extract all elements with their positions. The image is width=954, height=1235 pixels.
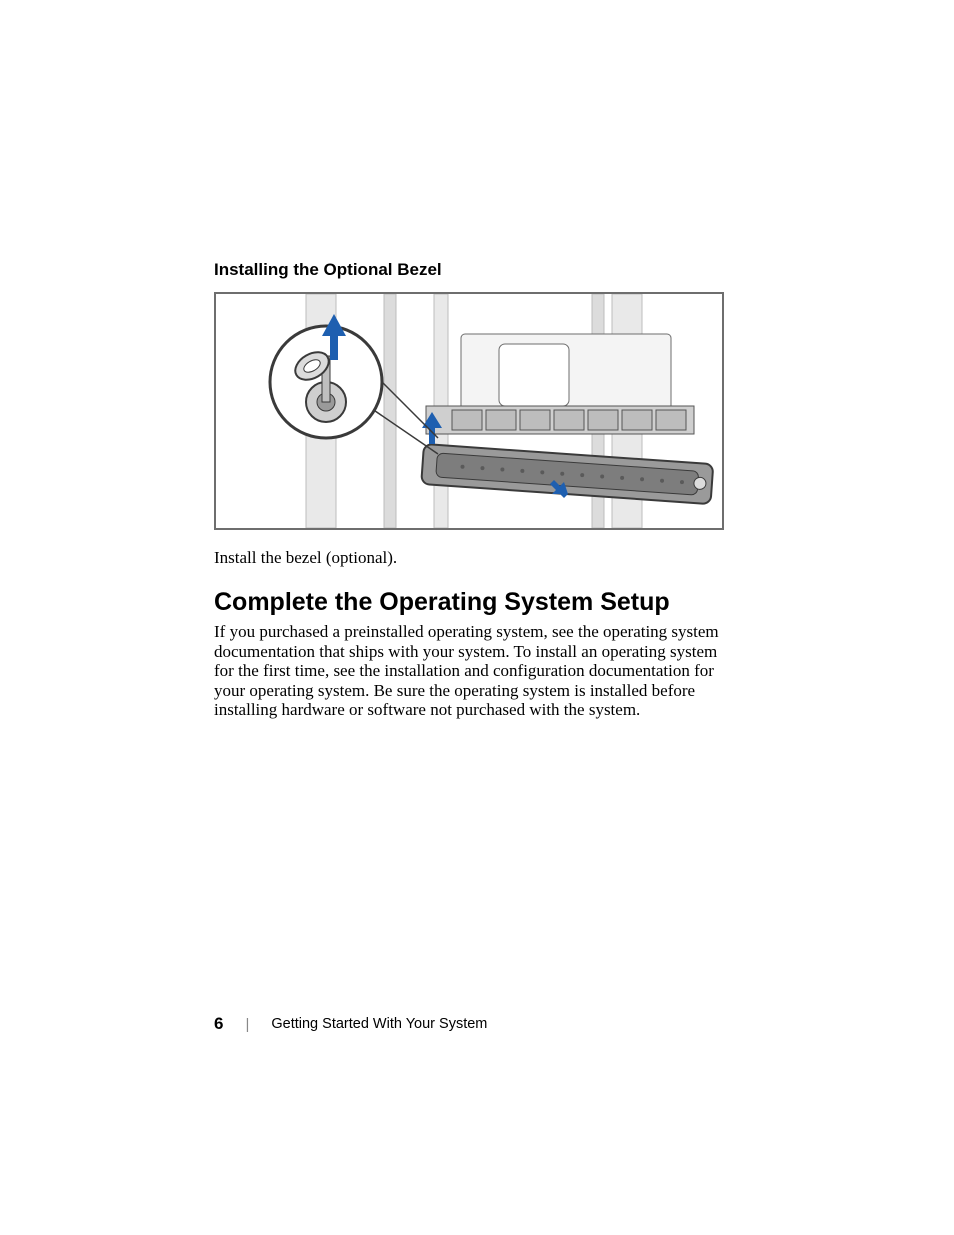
document-page: Installing the Optional Bezel: [0, 0, 954, 1235]
footer-separator: |: [245, 1016, 249, 1033]
bezel-diagram-svg: [216, 294, 722, 528]
footer-title: Getting Started With Your System: [271, 1016, 487, 1032]
page-footer: 6 | Getting Started With Your System: [214, 1014, 487, 1034]
section-heading: Complete the Operating System Setup: [214, 588, 670, 617]
bezel-figure: [214, 292, 724, 530]
section-subheading: Installing the Optional Bezel: [214, 260, 442, 280]
page-number: 6: [214, 1014, 223, 1034]
section-body-text: If you purchased a preinstalled operatin…: [214, 622, 734, 720]
figure-caption: Install the bezel (optional).: [214, 548, 397, 568]
